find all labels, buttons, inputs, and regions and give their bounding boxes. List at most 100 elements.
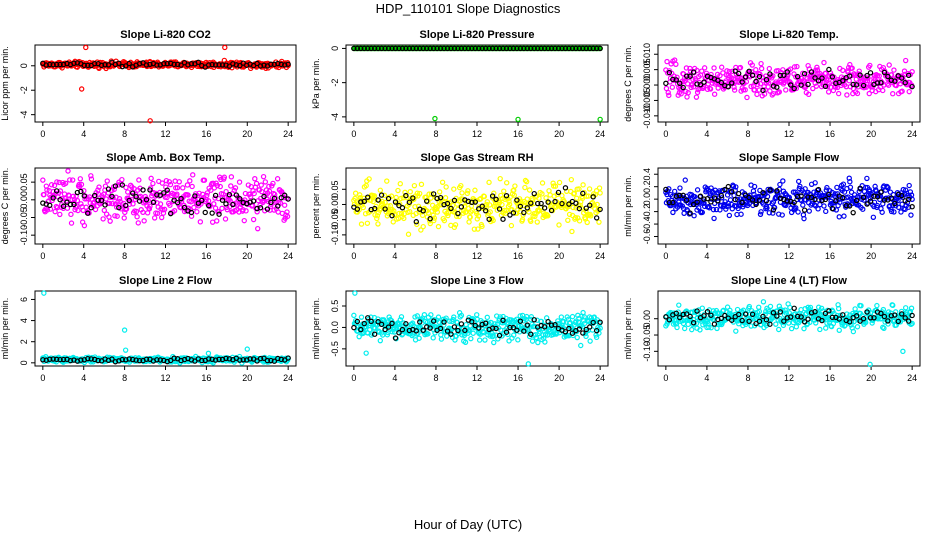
x-tick-label: 16 bbox=[201, 129, 211, 139]
data-point bbox=[733, 184, 739, 190]
data-point-hourly bbox=[479, 45, 485, 52]
data-point bbox=[727, 197, 734, 203]
data-point-hourly bbox=[385, 195, 392, 202]
data-point bbox=[112, 213, 118, 219]
data-point bbox=[787, 304, 793, 311]
data-point bbox=[821, 59, 827, 66]
x-tick-label: 24 bbox=[595, 251, 605, 261]
data-point bbox=[116, 196, 123, 202]
data-point bbox=[471, 226, 478, 232]
data-point bbox=[502, 210, 509, 217]
data-point bbox=[217, 183, 223, 190]
data-point bbox=[384, 178, 390, 184]
data-point-hourly bbox=[486, 216, 492, 222]
data-point bbox=[204, 190, 211, 196]
data-point-hourly bbox=[864, 201, 870, 207]
data-point-hourly bbox=[226, 63, 233, 69]
y-tick-label: 0.4 bbox=[642, 168, 652, 181]
data-point-hourly bbox=[510, 210, 517, 216]
data-point bbox=[41, 191, 47, 198]
data-point-hourly bbox=[410, 45, 416, 52]
data-point bbox=[56, 179, 62, 186]
data-point bbox=[891, 67, 897, 73]
data-point bbox=[420, 223, 426, 230]
data-point-hourly bbox=[801, 71, 808, 77]
data-point bbox=[96, 184, 102, 190]
data-point-hourly bbox=[147, 61, 153, 68]
data-point bbox=[184, 182, 191, 188]
data-point bbox=[211, 201, 217, 207]
data-point-hourly bbox=[129, 190, 136, 196]
data-point bbox=[908, 212, 914, 218]
data-point-hourly bbox=[739, 199, 745, 206]
data-point bbox=[172, 178, 178, 184]
data-point bbox=[539, 180, 546, 186]
data-point bbox=[90, 200, 96, 206]
data-point bbox=[711, 65, 717, 71]
data-point bbox=[240, 207, 246, 213]
y-tick-label: -4 bbox=[19, 111, 29, 119]
data-point-hourly bbox=[233, 192, 240, 198]
x-tick-label: 24 bbox=[907, 251, 917, 261]
data-point-hourly bbox=[833, 198, 839, 204]
outlier-point bbox=[147, 118, 153, 124]
data-point-hourly bbox=[237, 62, 243, 69]
data-point bbox=[847, 179, 853, 185]
data-point bbox=[445, 212, 451, 219]
data-point bbox=[189, 183, 195, 190]
data-point bbox=[107, 218, 113, 224]
data-point-hourly bbox=[361, 45, 367, 52]
data-point-hourly bbox=[199, 197, 205, 204]
data-point bbox=[762, 87, 768, 93]
data-point-hourly bbox=[673, 193, 679, 199]
data-point bbox=[545, 213, 551, 219]
data-point bbox=[252, 175, 258, 182]
data-point bbox=[52, 208, 58, 215]
data-point-hourly bbox=[143, 62, 150, 68]
data-point-hourly bbox=[98, 62, 105, 69]
data-point-hourly bbox=[140, 187, 146, 193]
data-point-hourly bbox=[704, 195, 711, 202]
data-point bbox=[370, 198, 376, 205]
data-point-hourly bbox=[109, 193, 115, 200]
x-tick-label: 0 bbox=[351, 129, 356, 139]
data-point-hourly bbox=[399, 45, 406, 52]
data-point bbox=[787, 66, 794, 72]
data-point-hourly bbox=[285, 61, 291, 67]
data-point bbox=[257, 202, 263, 208]
data-point-hourly bbox=[541, 45, 548, 52]
data-point-hourly bbox=[805, 194, 811, 200]
data-point bbox=[729, 68, 735, 75]
data-point bbox=[664, 58, 670, 65]
data-point bbox=[864, 175, 870, 182]
y-tick-label: 0.010 bbox=[642, 43, 652, 66]
data-point-hourly bbox=[677, 80, 683, 86]
x-tick-label: 4 bbox=[81, 251, 86, 261]
data-point bbox=[486, 179, 492, 186]
data-point bbox=[773, 321, 779, 327]
data-point bbox=[441, 217, 448, 224]
data-point-hourly bbox=[212, 192, 219, 199]
data-point bbox=[208, 187, 214, 193]
data-point-hourly bbox=[98, 197, 105, 204]
data-point-hourly bbox=[531, 45, 537, 52]
y-tick-label: 0.000 bbox=[642, 74, 652, 97]
panel-y-label: Licor ppm per min. bbox=[0, 46, 10, 121]
data-point bbox=[515, 337, 521, 343]
y-tick-label: 4 bbox=[19, 318, 29, 323]
data-point bbox=[683, 65, 690, 71]
data-point bbox=[854, 90, 861, 97]
data-point bbox=[377, 337, 384, 344]
data-point bbox=[571, 190, 577, 196]
data-point-hourly bbox=[521, 209, 527, 216]
data-point-hourly bbox=[396, 45, 402, 52]
data-point bbox=[231, 187, 238, 194]
data-point-hourly bbox=[874, 194, 881, 200]
data-point-hourly bbox=[462, 45, 468, 52]
x-tick-label: 24 bbox=[907, 373, 917, 383]
data-point bbox=[584, 219, 590, 226]
data-point-hourly bbox=[587, 45, 593, 52]
data-point bbox=[522, 177, 529, 184]
data-point-hourly bbox=[819, 75, 825, 81]
